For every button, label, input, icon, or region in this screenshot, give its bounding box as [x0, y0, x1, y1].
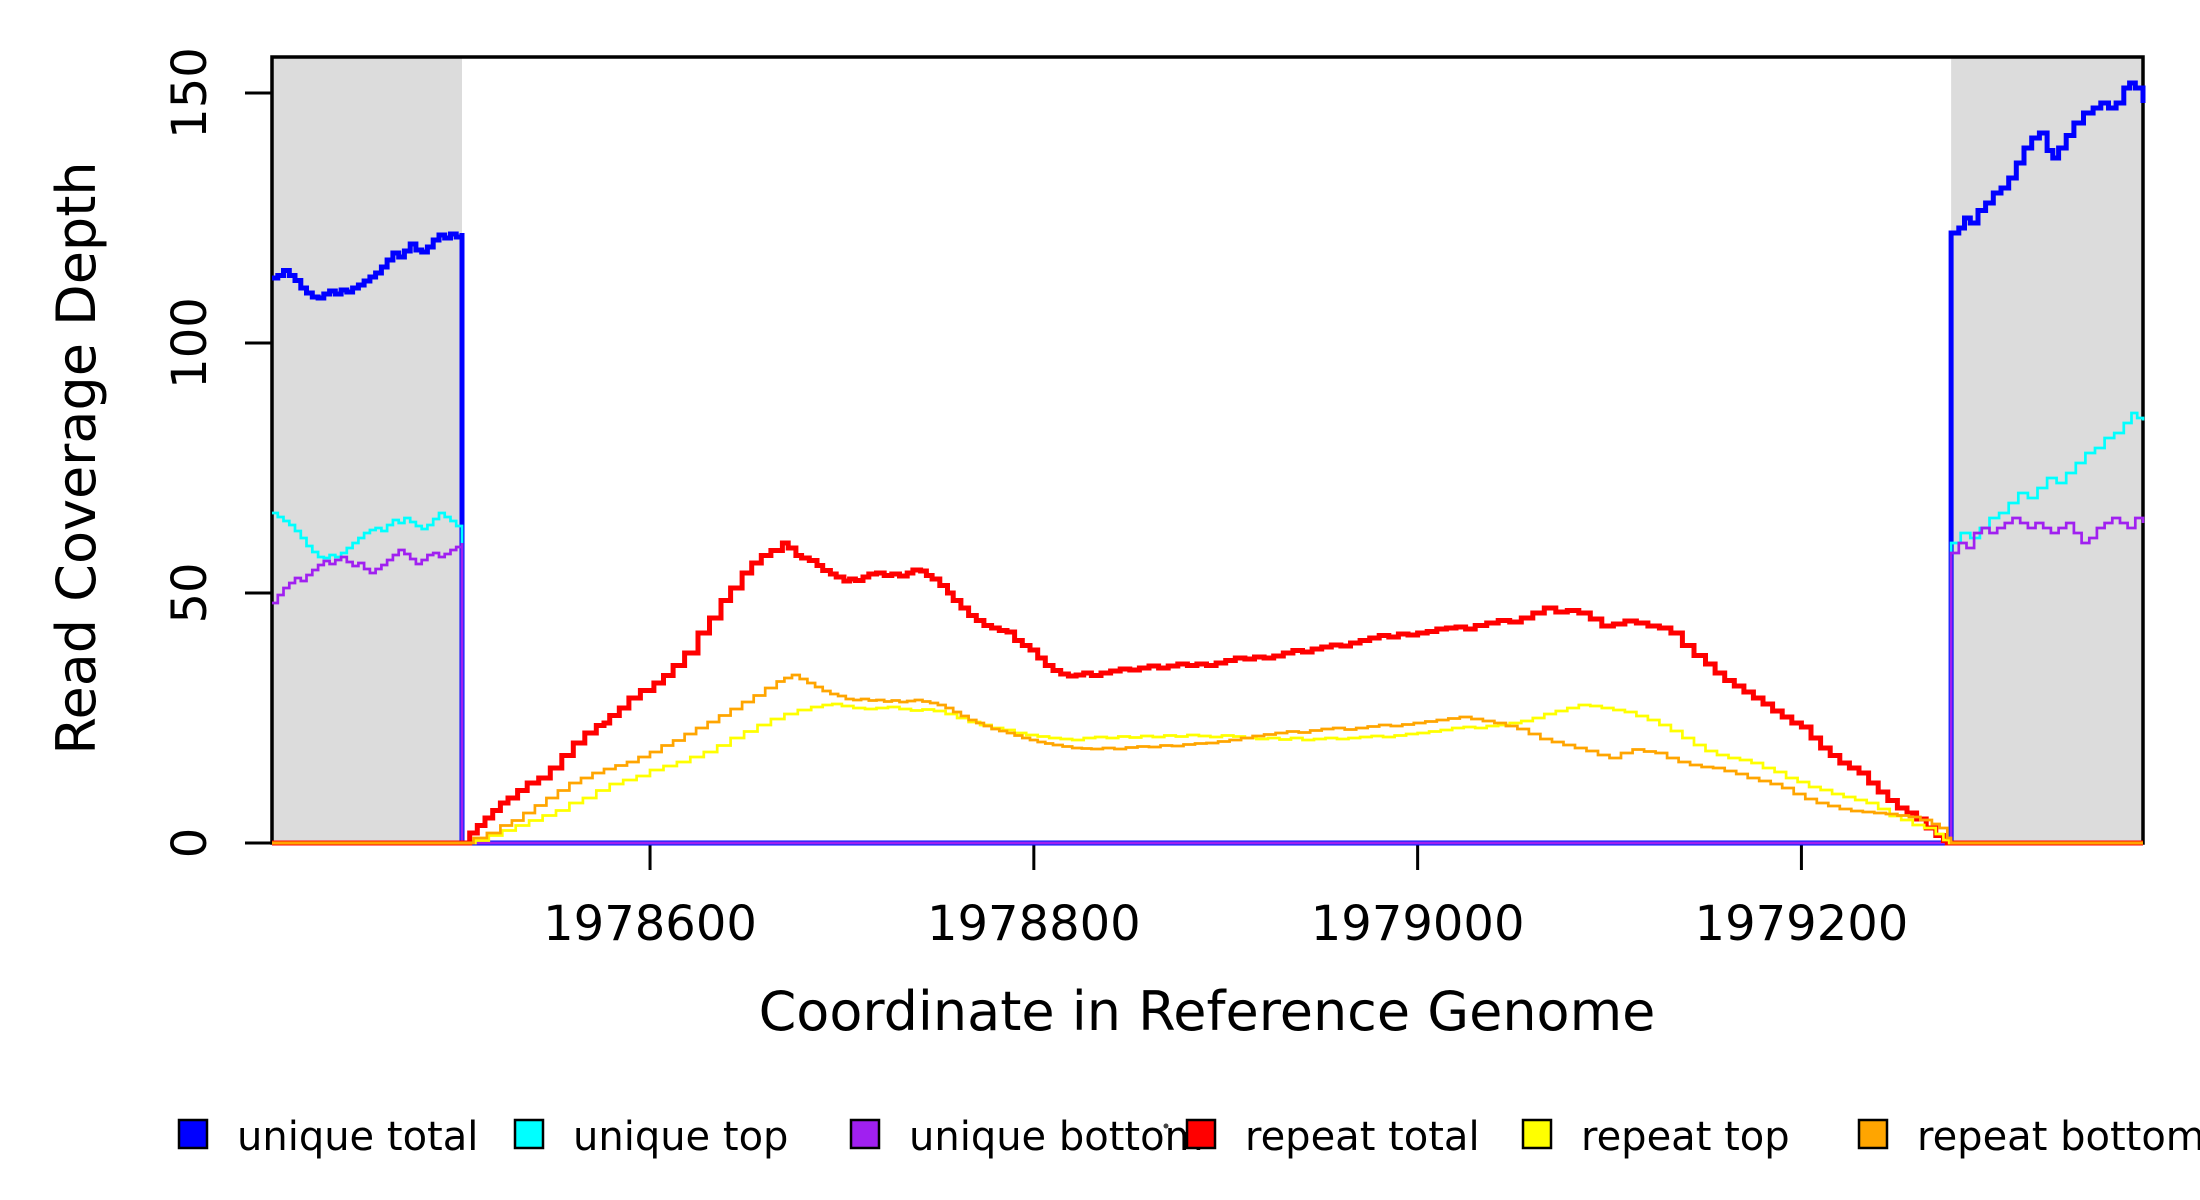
y-axis-title: Read Coverage Depth	[45, 161, 108, 754]
legend-swatch-unique-top	[513, 1118, 545, 1150]
x-tick-label: 1979200	[1695, 896, 1909, 952]
axis-ticks	[245, 91, 1803, 870]
y-tick-label: 150	[162, 47, 218, 139]
line-repeat-top	[272, 702, 2143, 845]
legend-swatch-repeat-top	[1521, 1118, 1553, 1150]
line-unique-total	[272, 80, 2146, 846]
x-axis-title: Coordinate in Reference Genome	[759, 980, 1656, 1043]
shaded-repeat-region	[1951, 57, 2143, 843]
x-tick-label: 1978800	[927, 896, 1141, 952]
legend-label-repeat-total: repeat total	[1245, 1114, 1480, 1160]
legend-swatch-unique-bottom	[849, 1118, 881, 1150]
plot-box	[270, 55, 2145, 845]
repeat-region-shading	[272, 57, 2143, 843]
legend-label-unique-total: unique total	[237, 1114, 478, 1160]
axis-tick-labels: 1978600 1978800 1979000 1979200 0 50 100 150	[162, 47, 1908, 952]
line-unique-bottom	[272, 516, 2145, 845]
coverage-lines	[272, 80, 2146, 846]
legend-swatch-repeat-bottom	[1857, 1118, 1889, 1150]
x-tick-label: 1978600	[543, 896, 757, 952]
x-tick-label: 1979000	[1311, 896, 1525, 952]
artifacts	[1163, 1123, 1169, 1129]
y-tick-label: 100	[162, 297, 218, 389]
legend-label-unique-bottom: unique bottom	[909, 1114, 1204, 1160]
shaded-repeat-region	[272, 57, 462, 843]
legend-label-unique-top: unique top	[573, 1114, 788, 1160]
stray-dot	[1163, 1123, 1169, 1129]
legend-label-repeat-top: repeat top	[1581, 1114, 1790, 1160]
line-repeat-total	[272, 540, 2143, 846]
legend-swatch-repeat-total	[1185, 1118, 1217, 1150]
legend-swatch-unique-total	[177, 1118, 209, 1150]
line-repeat-bottom	[272, 673, 2143, 845]
y-tick-label: 50	[162, 562, 218, 623]
legend: unique total unique top unique bottom repea…	[177, 1114, 2200, 1160]
line-unique-top	[272, 411, 2145, 845]
legend-label-repeat-bottom: repeat bottom	[1917, 1114, 2200, 1160]
plot-border	[270, 55, 2145, 845]
y-tick-label: 0	[162, 828, 218, 859]
